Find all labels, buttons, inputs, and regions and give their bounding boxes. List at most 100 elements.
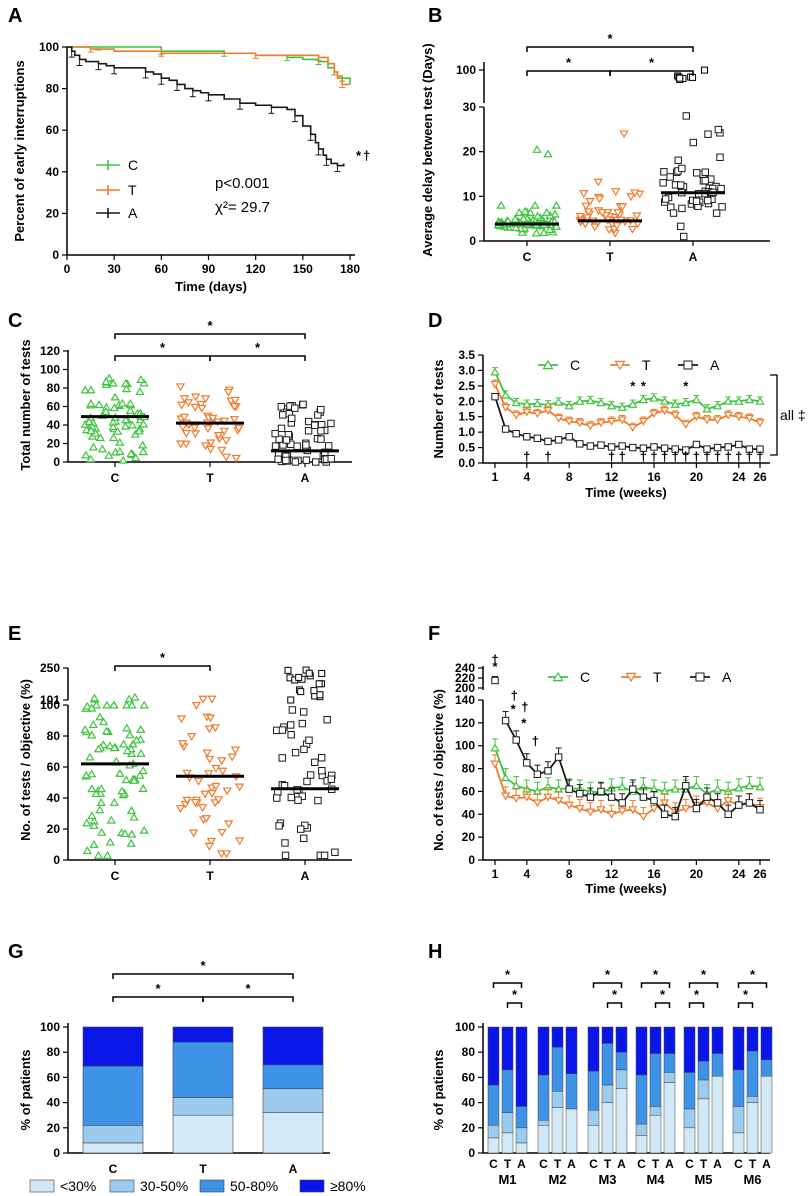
data-point (575, 419, 585, 428)
bar-segment-M5-0-0 (683, 1127, 696, 1154)
data-point (273, 794, 281, 802)
legend-label-A: A (722, 669, 732, 685)
bar-segment-M1-1-1 (501, 1112, 514, 1134)
group-label: M2 (548, 1172, 566, 1187)
x-tick-label: T (700, 1157, 708, 1171)
dagger-mark: † (521, 699, 528, 714)
x-tick-label: C (523, 250, 532, 264)
bar-segment-M2-1-3 (551, 1026, 564, 1048)
data-point (230, 396, 240, 405)
data-point (96, 784, 106, 793)
panel-b: B 0 10 20 30 100 Average delay between test (D… (420, 5, 770, 264)
x-axis-label: Time (days) (175, 279, 247, 294)
data-point (606, 417, 617, 426)
data-point (533, 434, 542, 443)
bar-segment-M2-2-2 (565, 1073, 578, 1110)
bar-segment-M3-1-1 (601, 1084, 614, 1103)
data-point (213, 432, 224, 440)
data-point (177, 401, 187, 410)
x-tick-label: A (567, 1157, 576, 1171)
x-tick-label: T (749, 1157, 757, 1171)
data-point (112, 426, 123, 435)
data-point (204, 770, 214, 779)
panel-g: G 0 20 40 60 80 100 % of patients C T A * * * <30% 30-5… (8, 941, 366, 1194)
data-point (191, 393, 201, 402)
data-point (104, 450, 114, 459)
x-tick-label: A (517, 1157, 526, 1171)
data-point (98, 717, 109, 726)
data-point (109, 743, 120, 752)
x-tick-label: 20 (690, 470, 704, 484)
data-point (670, 399, 680, 408)
data-point (222, 787, 232, 796)
data-point (756, 806, 764, 814)
data-point (317, 427, 325, 435)
data-point (80, 385, 90, 394)
data-point (606, 401, 617, 410)
significance-bracket (737, 982, 768, 988)
bar-segment-M1-2-3 (515, 1026, 528, 1107)
y-tick-label: 1.5 (458, 410, 475, 424)
data-point (677, 222, 685, 231)
significance-bracket (209, 355, 306, 361)
bar-segment-M6-0-0 (732, 1132, 745, 1154)
bar-segment-M2-2-0 (565, 1108, 578, 1154)
x-tick-label: 8 (566, 470, 573, 484)
data-point (692, 197, 701, 205)
data-point (304, 417, 313, 426)
data-point (288, 706, 297, 714)
legend-marker-T (614, 360, 626, 371)
x-tick-label: C (589, 1157, 598, 1171)
data-point (511, 411, 521, 420)
data-point (120, 829, 130, 838)
data-point (518, 214, 529, 223)
data-point (282, 456, 290, 465)
bar-segment-M6-2-3 (760, 1026, 773, 1061)
data-point (181, 429, 191, 438)
legend-label-A: A (710, 357, 720, 373)
data-point (311, 758, 319, 767)
panel-a: A 0 20 40 60 80 100 0 30 60 90 120 150 180 Time (days)… (8, 5, 370, 294)
mark-dagger: † (363, 148, 370, 163)
y-tick-label: 20 (463, 145, 477, 159)
data-point (86, 399, 96, 407)
data-point (723, 797, 733, 805)
data-point (121, 384, 132, 393)
x-tick-label: 24 (732, 867, 746, 881)
bar-segment-M1-2-1 (515, 1127, 528, 1144)
data-point (317, 405, 325, 414)
y-tick-label: 20 (462, 830, 476, 844)
x-tick-label: T (206, 869, 214, 883)
data-point (619, 130, 629, 139)
x-tick-label: 16 (647, 867, 661, 881)
data-point (543, 793, 553, 802)
data-point (638, 417, 649, 426)
significance-star: * (505, 967, 511, 982)
data-point (125, 398, 136, 407)
data-point (197, 404, 207, 413)
data-point (682, 112, 690, 120)
data-point (281, 851, 290, 860)
data-point (318, 767, 326, 775)
data-point (692, 804, 701, 813)
dagger-mark: † (608, 449, 615, 464)
data-point (597, 441, 605, 449)
series-line-C (494, 371, 761, 411)
data-point (136, 375, 146, 383)
data-point (294, 796, 302, 804)
bar-segment-M6-0-3 (732, 1026, 745, 1071)
data-point (179, 413, 189, 422)
y-tick-label: 60 (462, 1070, 476, 1084)
legend-swatch-2 (199, 1179, 225, 1193)
data-point (659, 396, 670, 405)
y-tick-label: 20 (47, 822, 61, 836)
data-point (129, 812, 139, 821)
x-tick-label: 26 (753, 867, 767, 881)
data-point (617, 782, 627, 791)
data-point (629, 443, 637, 452)
data-point (744, 395, 755, 404)
data-point (179, 395, 190, 404)
data-point (87, 784, 97, 793)
data-point (755, 419, 765, 428)
data-point (520, 206, 530, 215)
